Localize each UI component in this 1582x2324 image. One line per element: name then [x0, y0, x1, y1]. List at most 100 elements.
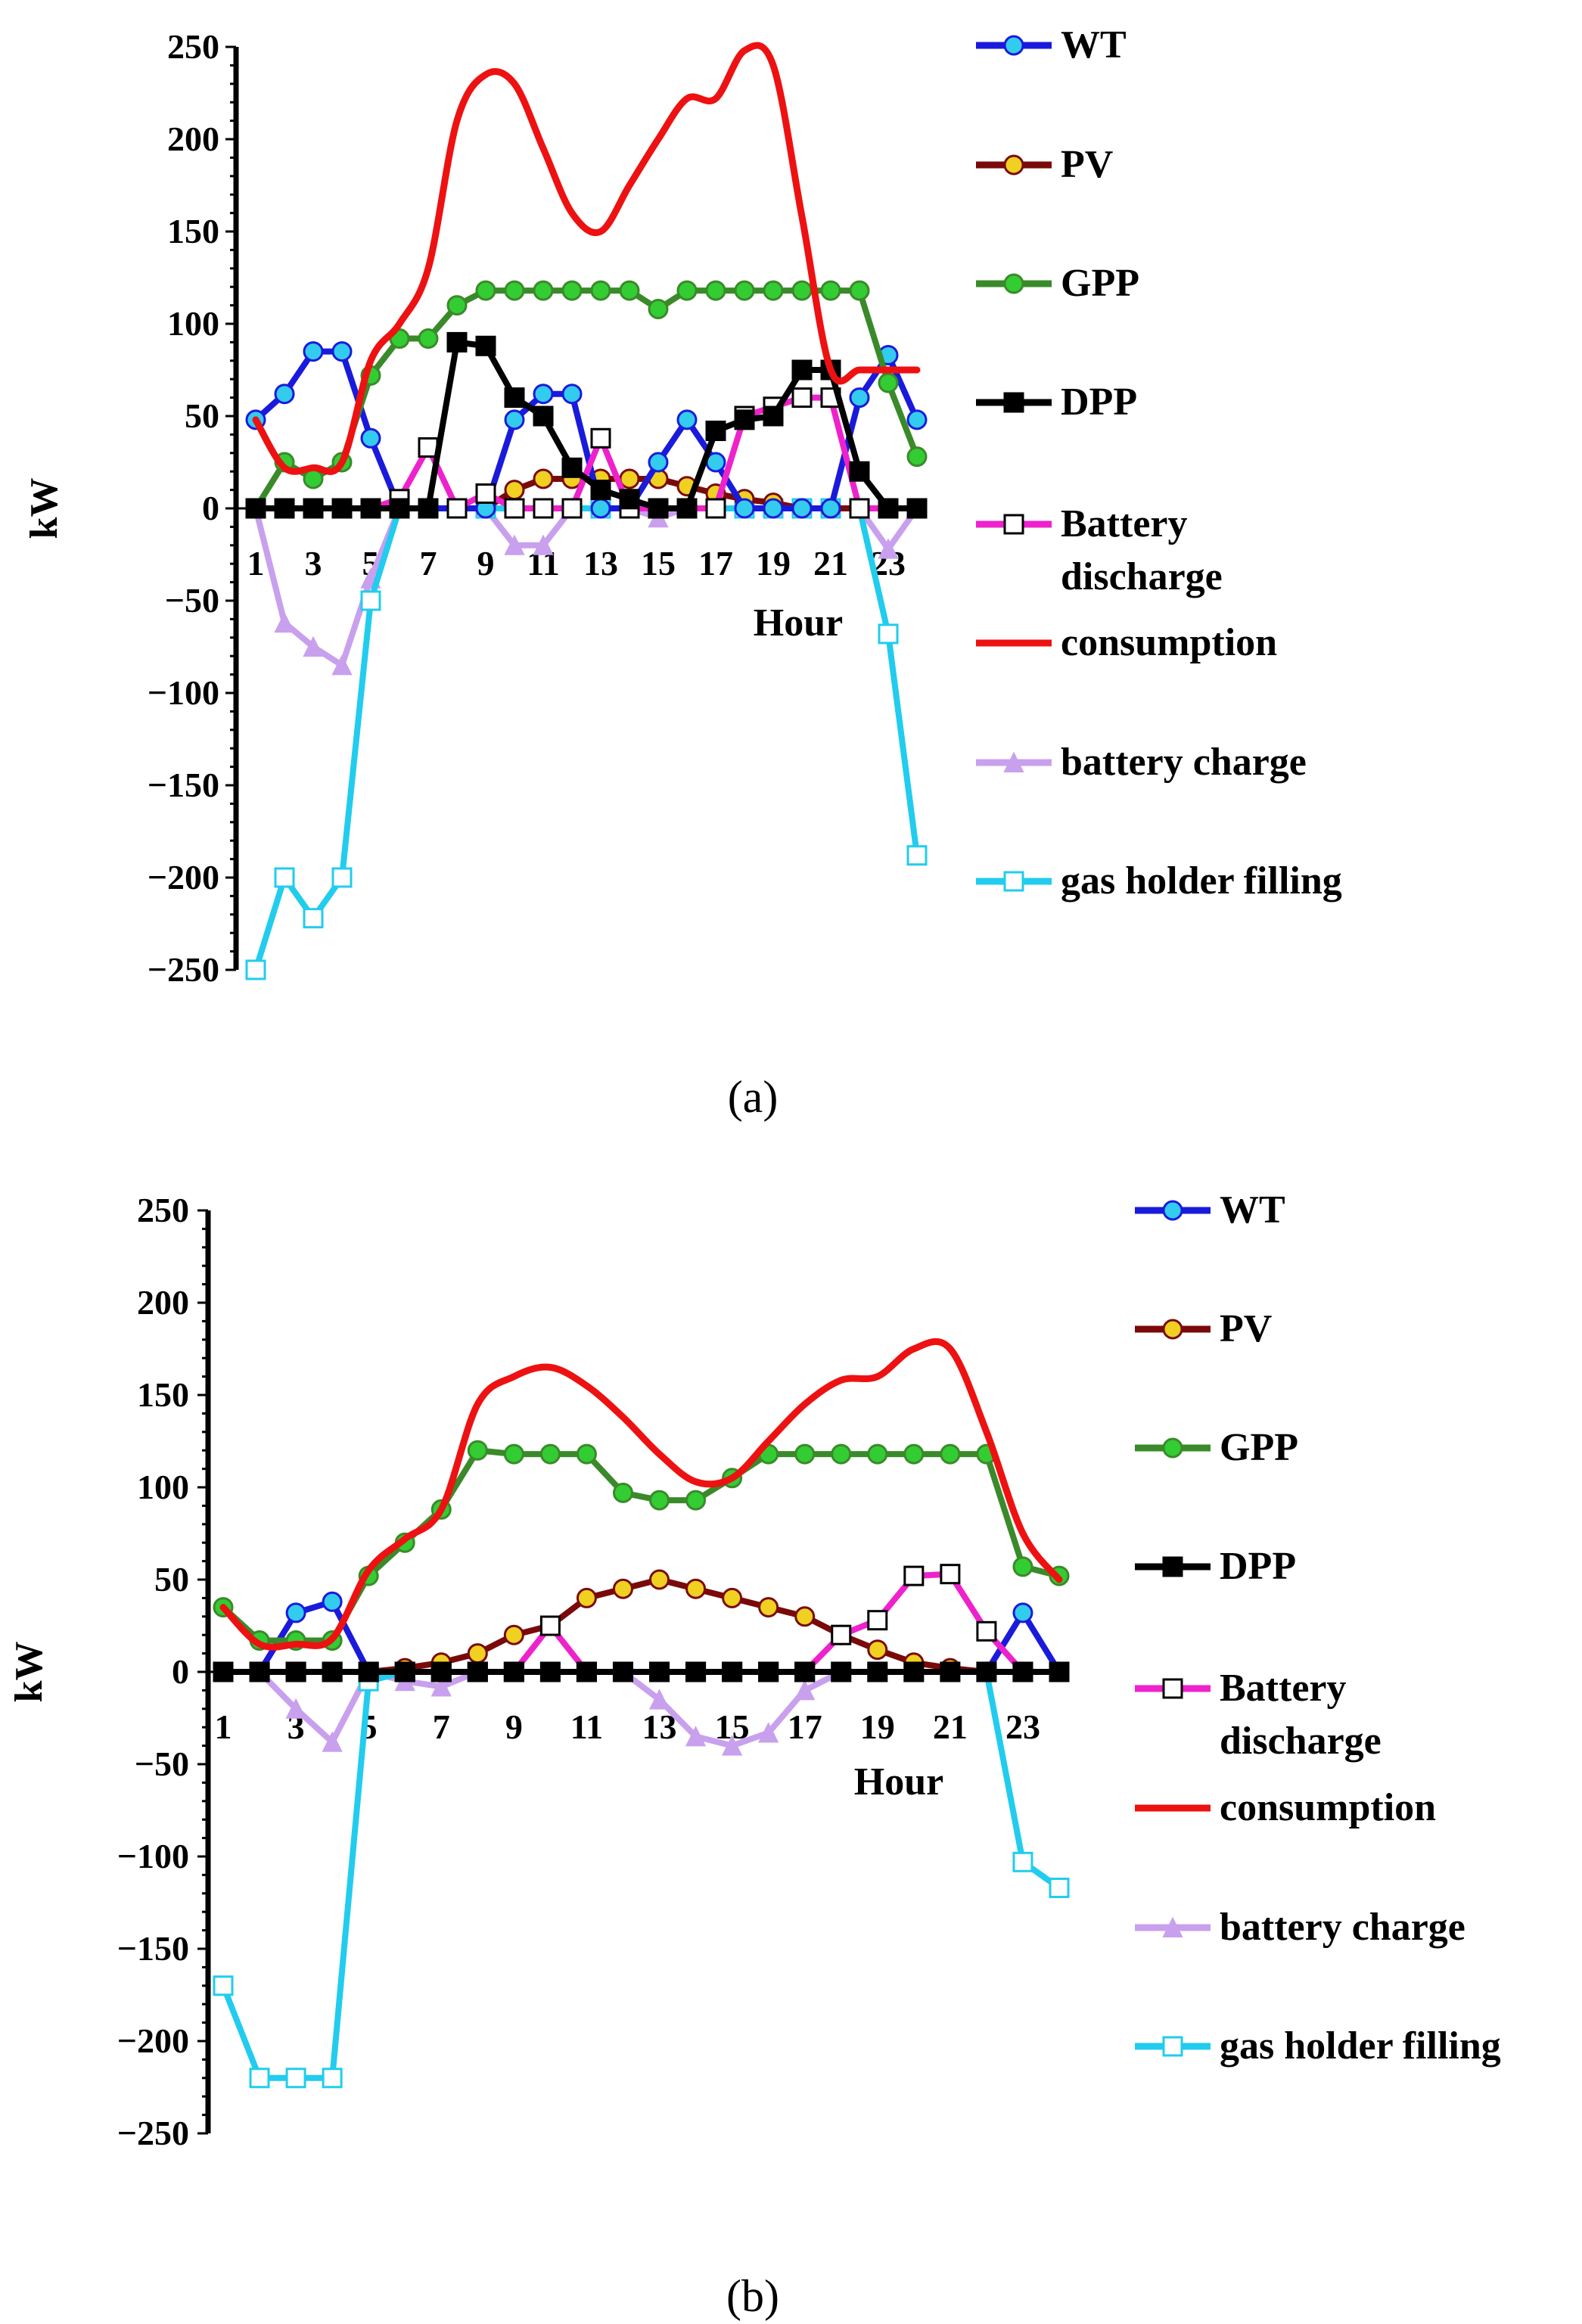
legend-label-consumption: consumption	[1061, 621, 1277, 664]
y-tick-label: −100	[148, 673, 219, 712]
x-axis-title: Hour	[754, 601, 843, 645]
data-point-gpp	[533, 280, 554, 301]
data-point-dpp	[791, 359, 813, 381]
data-point-gpp	[903, 1443, 925, 1465]
data-point-pv	[722, 1587, 743, 1608]
data-point-gpp	[763, 280, 784, 301]
data-point-battery-charge	[322, 1731, 343, 1752]
data-point-battery-charge	[794, 1679, 816, 1701]
data-point-wt	[561, 384, 583, 405]
x-tick-label: 7	[433, 1707, 450, 1746]
data-point-dpp	[867, 1661, 888, 1682]
series-dpp	[245, 331, 928, 519]
data-point-dpp	[360, 498, 381, 519]
data-point-battery-charge	[721, 1735, 743, 1756]
legend-label-gas-holder-filling: gas holder filling	[1061, 859, 1342, 903]
series-line-pv	[253, 475, 920, 511]
y-tick-label: 150	[167, 212, 219, 250]
legend-marker-battery-discharge	[1162, 1678, 1183, 1699]
data-point-gpp	[612, 1482, 633, 1503]
data-point-dpp	[358, 1661, 379, 1682]
data-point-battery-discharge	[475, 483, 496, 504]
series-line-consumption	[252, 42, 921, 475]
series-battery-charge	[245, 497, 928, 676]
legend-label-battery-charge: battery charge	[1061, 741, 1307, 784]
legend-marker-gas-holder-filling	[1162, 2036, 1183, 2057]
legend-label-gpp: GPP	[1061, 262, 1139, 305]
x-tick-label: 17	[698, 544, 733, 583]
data-point-dpp	[249, 1661, 270, 1682]
x-axis-title: Hour	[854, 1760, 943, 1804]
data-point-battery-discharge	[867, 1610, 888, 1631]
legend-label-dpp: DPP	[1061, 381, 1137, 424]
data-point-dpp	[903, 1661, 925, 1682]
legend-marker-gpp	[1003, 273, 1024, 294]
data-point-gas-holder-filling	[331, 867, 353, 888]
data-point-gpp	[878, 372, 899, 393]
legend-item-battery-discharge: Battery discharge	[976, 502, 1223, 598]
data-point-dpp	[685, 1661, 707, 1682]
series-line-battery-discharge	[220, 1571, 1062, 1675]
legend-marker-wt	[1162, 1200, 1183, 1221]
data-point-dpp	[475, 335, 496, 356]
legend-item-consumption: consumption	[1135, 1786, 1436, 1829]
data-point-dpp	[976, 1661, 997, 1682]
data-point-gpp	[1012, 1556, 1033, 1577]
data-point-pv	[503, 1624, 524, 1645]
data-point-dpp	[649, 1661, 670, 1682]
x-tick-label: 21	[933, 1707, 968, 1746]
data-point-battery-discharge	[590, 427, 611, 449]
x-tick-label: 23	[1005, 1707, 1040, 1746]
data-point-dpp	[590, 480, 611, 501]
y-tick-label: −200	[148, 858, 219, 896]
data-point-wt	[1012, 1602, 1033, 1623]
data-point-wt	[763, 498, 784, 519]
data-point-pv	[794, 1606, 816, 1627]
data-point-dpp	[619, 489, 640, 510]
legend-label-pv: PV	[1061, 143, 1113, 186]
data-point-gas-holder-filling	[322, 2068, 343, 2089]
data-point-gpp	[676, 280, 698, 301]
data-point-gpp	[734, 280, 755, 301]
data-point-dpp	[763, 405, 784, 427]
data-point-dpp	[758, 1661, 779, 1682]
data-point-battery-discharge	[940, 1564, 961, 1585]
legend-marker-gas-holder-filling	[1003, 871, 1024, 892]
legend-label-gas-holder-filling: gas holder filling	[1220, 2024, 1501, 2068]
legend-marker-pv	[1162, 1319, 1183, 1340]
data-point-gas-holder-filling	[1012, 1851, 1033, 1872]
series-consumption	[252, 42, 921, 475]
data-point-gpp	[940, 1443, 961, 1465]
data-point-wt	[676, 409, 698, 430]
data-point-dpp	[331, 498, 353, 519]
legend-label-dpp: DPP	[1220, 1545, 1296, 1588]
legend-item-dpp: DPP	[976, 381, 1137, 424]
data-point-gpp	[503, 1443, 524, 1465]
data-point-battery-discharge	[418, 437, 439, 458]
data-point-battery-charge	[878, 538, 899, 559]
y-tick-label: −200	[117, 2021, 189, 2060]
data-point-gas-holder-filling	[303, 908, 324, 929]
x-tick-label: 19	[860, 1707, 895, 1746]
x-tick-label: 13	[583, 544, 618, 583]
legend-label-gpp: GPP	[1220, 1426, 1298, 1469]
data-point-pv	[685, 1578, 707, 1599]
x-tick-label: 1	[215, 1707, 232, 1746]
data-point-battery-charge	[648, 1689, 670, 1710]
legend-label-wt: WT	[1061, 23, 1127, 67]
legend-item-wt: WT	[976, 23, 1127, 67]
data-point-gpp	[820, 280, 841, 301]
data-point-dpp	[734, 409, 755, 430]
data-point-wt	[849, 387, 870, 409]
data-point-gpp	[906, 446, 928, 468]
data-point-dpp	[1049, 1661, 1070, 1682]
data-point-battery-discharge	[791, 387, 813, 409]
legend-item-battery-discharge: Battery discharge	[1135, 1667, 1382, 1763]
data-point-dpp	[722, 1661, 743, 1682]
data-point-gpp	[446, 295, 468, 316]
data-point-dpp	[245, 498, 266, 519]
data-point-battery-charge	[685, 1726, 707, 1747]
data-point-battery-discharge	[705, 498, 726, 519]
data-point-pv	[504, 480, 525, 501]
